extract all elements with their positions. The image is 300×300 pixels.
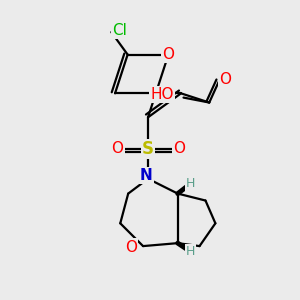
Text: H: H: [186, 177, 195, 190]
Text: O: O: [125, 240, 137, 255]
Text: O: O: [111, 140, 123, 155]
Text: N: N: [140, 168, 152, 183]
Text: Cl: Cl: [112, 23, 127, 38]
Text: O: O: [173, 140, 185, 155]
Text: HO: HO: [150, 87, 174, 102]
Text: S: S: [142, 140, 154, 158]
Text: O: O: [219, 72, 231, 87]
Text: H: H: [186, 244, 195, 258]
Text: O: O: [162, 47, 174, 62]
